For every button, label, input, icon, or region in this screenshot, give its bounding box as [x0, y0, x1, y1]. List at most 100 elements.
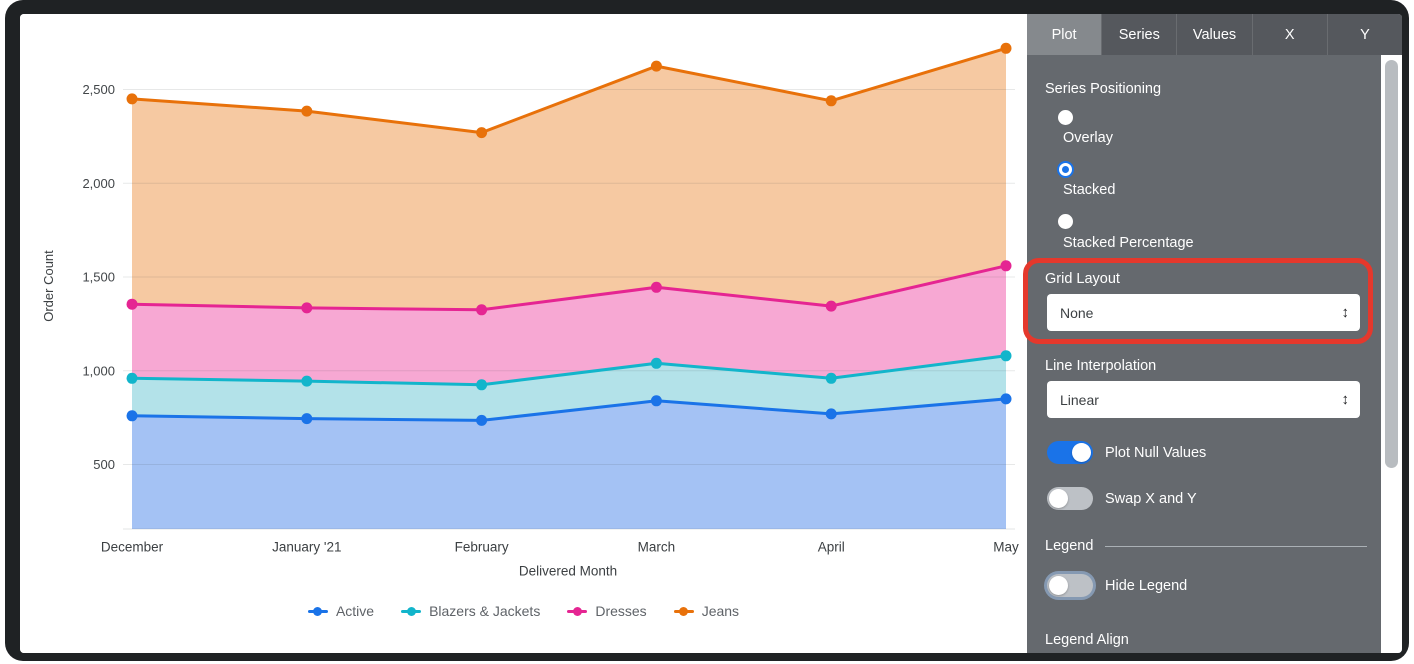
legend-align-label: Legend Align	[1045, 632, 1129, 648]
data-point-jeans[interactable]	[126, 93, 138, 105]
y-tick-label: 1,000	[82, 363, 115, 378]
line-interpolation-value: Linear	[1060, 391, 1099, 408]
legend-item-blazers-jackets[interactable]: Blazers & Jackets	[401, 603, 540, 619]
area-fill-blazers-jackets	[132, 355, 1006, 421]
x-tick-label: December	[101, 540, 164, 555]
radio-overlay-label[interactable]: Overlay	[1063, 130, 1113, 146]
swap-x-y-toggle[interactable]	[1047, 487, 1093, 510]
grid-layout-select[interactable]: None ↕	[1047, 294, 1360, 331]
tab-plot[interactable]: Plot	[1027, 14, 1102, 55]
x-tick-label: January '21	[272, 540, 341, 555]
data-point-blazers-jackets[interactable]	[825, 372, 837, 384]
tab-y[interactable]: Y	[1326, 14, 1402, 55]
tab-series[interactable]: Series	[1101, 14, 1176, 55]
data-point-dresses[interactable]	[650, 281, 662, 293]
data-point-active[interactable]	[126, 410, 138, 422]
legend-label: Blazers & Jackets	[429, 603, 541, 619]
legend-marker-icon	[567, 604, 588, 618]
legend-item-active[interactable]: Active	[307, 603, 375, 619]
chart-area: 500 1,000 1,500 2,000 2,500 December January '…	[20, 14, 1027, 653]
toggle-knob	[1049, 489, 1068, 508]
data-point-jeans[interactable]	[650, 60, 662, 72]
data-point-dresses[interactable]	[825, 300, 837, 312]
legend-marker-dot	[679, 606, 689, 616]
legend-item-dresses[interactable]: Dresses	[567, 603, 647, 619]
window-frame: 500 1,000 1,500 2,000 2,500 December January '…	[5, 0, 1409, 661]
data-point-jeans[interactable]	[301, 105, 313, 117]
settings-panel: Plot Series Values X Y Series Positionin…	[1027, 14, 1402, 653]
grid-layout-value: None	[1060, 304, 1094, 321]
area-fill-jeans	[132, 48, 1006, 310]
divider-line	[1105, 545, 1367, 547]
series-line-jeans	[131, 46, 1007, 135]
chart-legend: Active Blazers & Jackets Dresses Jeans	[20, 603, 1027, 619]
data-point-blazers-jackets[interactable]	[301, 375, 313, 387]
plot-null-values-label: Plot Null Values	[1105, 445, 1207, 461]
data-point-blazers-jackets[interactable]	[476, 379, 488, 391]
legend-marker-icon	[307, 604, 328, 618]
data-point-active[interactable]	[650, 395, 662, 407]
stacked-area-chart: 500 1,000 1,500 2,000 2,500 December January '…	[41, 42, 1019, 579]
tab-x[interactable]: X	[1251, 14, 1327, 55]
plot-null-values-toggle[interactable]	[1047, 441, 1093, 464]
data-point-blazers-jackets[interactable]	[650, 357, 662, 369]
data-point-active[interactable]	[825, 408, 837, 420]
tab-values[interactable]: Values	[1176, 14, 1251, 55]
x-tick-label: February	[455, 540, 509, 555]
data-point-dresses[interactable]	[126, 298, 138, 310]
legend-marker-dot	[572, 606, 582, 616]
scrollbar-thumb[interactable]	[1385, 60, 1398, 468]
data-point-dresses[interactable]	[1000, 260, 1012, 272]
series-line-dresses	[131, 264, 1007, 312]
legend-marker-dot	[313, 606, 323, 616]
radio-stacked[interactable]	[1057, 161, 1074, 178]
y-axis-title: Order Count	[41, 250, 56, 322]
y-tick-label: 2,000	[82, 176, 115, 191]
data-point-active[interactable]	[301, 413, 313, 425]
panel-tabs: Plot Series Values X Y	[1027, 14, 1402, 55]
toggle-knob	[1049, 576, 1068, 595]
data-point-jeans[interactable]	[476, 127, 488, 139]
legend-section-divider: Legend	[1045, 538, 1367, 554]
x-tick-label: March	[638, 540, 676, 555]
data-point-dresses[interactable]	[476, 304, 488, 316]
data-point-blazers-jackets[interactable]	[1000, 350, 1012, 362]
legend-label: Active	[335, 603, 375, 619]
x-tick-label: April	[818, 540, 845, 555]
series-line-blazers-jackets	[131, 354, 1007, 387]
line-interpolation-select[interactable]: Linear ↕	[1047, 381, 1360, 418]
legend-marker-icon	[401, 604, 422, 618]
legend-label: Jeans	[701, 603, 740, 619]
data-point-dresses[interactable]	[301, 302, 313, 314]
legend-section-label: Legend	[1045, 538, 1094, 554]
data-point-blazers-jackets[interactable]	[126, 372, 138, 384]
window-content: 500 1,000 1,500 2,000 2,500 December January '…	[20, 14, 1402, 653]
radio-stacked-percentage-label[interactable]: Stacked Percentage	[1063, 235, 1194, 251]
swap-x-y-label: Swap X and Y	[1105, 491, 1197, 507]
radio-stacked-percentage[interactable]	[1058, 214, 1073, 229]
legend-marker-icon	[673, 604, 694, 618]
y-tick-label: 500	[93, 457, 115, 472]
y-tick-label: 1,500	[82, 270, 115, 285]
panel-scrollbar[interactable]	[1381, 55, 1402, 653]
data-point-jeans[interactable]	[1000, 42, 1012, 54]
area-fill-active	[132, 398, 1006, 529]
legend-label: Dresses	[595, 603, 647, 619]
legend-item-jeans[interactable]: Jeans	[673, 603, 740, 619]
data-point-active[interactable]	[1000, 393, 1012, 405]
updown-arrows-icon: ↕	[1341, 304, 1350, 321]
hide-legend-label: Hide Legend	[1105, 578, 1188, 594]
area-fill-dresses	[132, 265, 1006, 385]
x-axis-title: Delivered Month	[519, 564, 617, 579]
line-interpolation-label: Line Interpolation	[1045, 358, 1157, 374]
y-tick-label: 2,500	[82, 82, 115, 97]
toggle-knob	[1072, 443, 1091, 462]
updown-arrows-icon: ↕	[1341, 391, 1350, 408]
hide-legend-toggle[interactable]	[1047, 574, 1093, 597]
data-point-active[interactable]	[476, 414, 488, 426]
series-line-active	[131, 397, 1007, 422]
grid-layout-label: Grid Layout	[1045, 271, 1120, 287]
radio-stacked-label[interactable]: Stacked	[1063, 182, 1116, 198]
data-point-jeans[interactable]	[825, 95, 837, 107]
radio-overlay[interactable]	[1058, 110, 1073, 125]
